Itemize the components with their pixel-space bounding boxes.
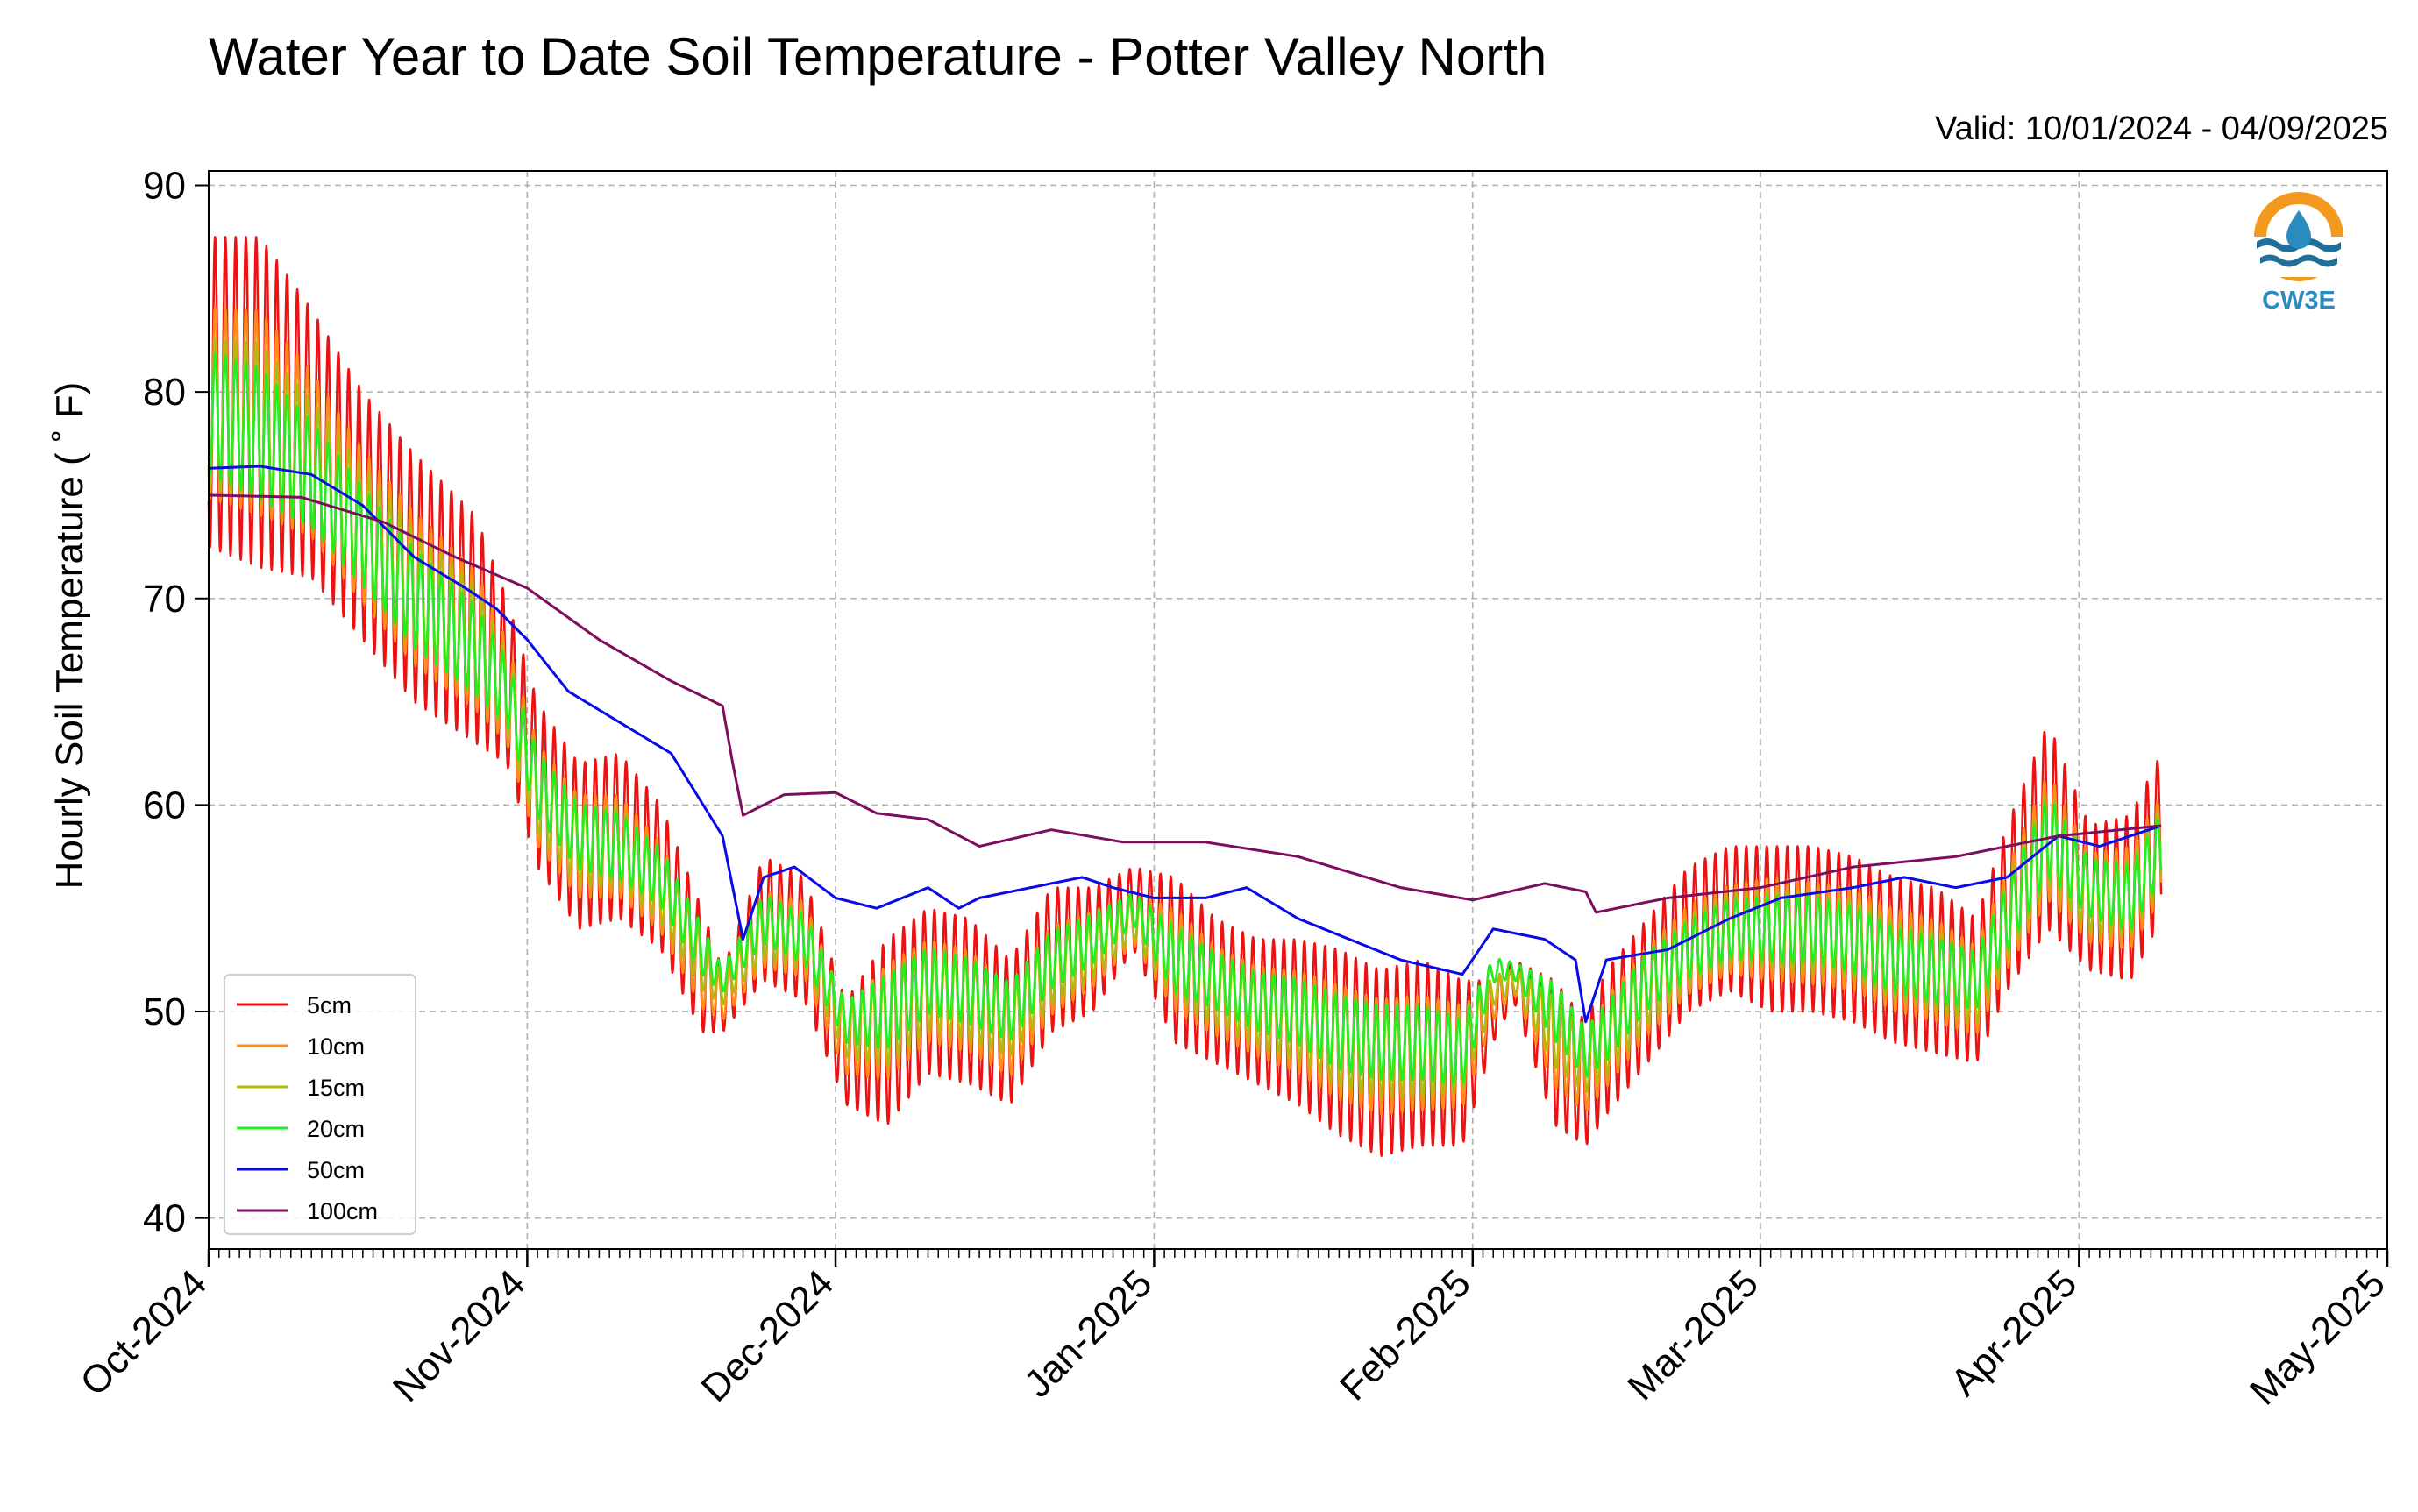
x-axis-ticks: Oct-2024 Nov-2024 Dec-2024 Jan-2025 Feb-2025… xyxy=(72,1249,2393,1413)
legend-label: 100cm xyxy=(307,1198,378,1225)
legend-label: 5cm xyxy=(307,992,352,1019)
y-tick-label: 70 xyxy=(143,578,186,621)
y-tick-label: 60 xyxy=(143,784,186,827)
legend-label: 20cm xyxy=(307,1116,365,1142)
series-line-5cm xyxy=(207,236,2163,1157)
x-tick-label: Apr-2025 xyxy=(1943,1261,2086,1404)
cw3e-logo: CW3E xyxy=(2253,192,2344,315)
series-line-100cm xyxy=(208,493,2162,914)
logo-text: CW3E xyxy=(2262,287,2336,315)
x-tick-label: Feb-2025 xyxy=(1332,1261,1479,1409)
legend-label: 15cm xyxy=(307,1075,365,1101)
valid-date-range: Valid: 10/01/2024 - 04/09/2025 xyxy=(1935,110,2388,147)
series-line-20cm xyxy=(207,351,2163,1086)
chart-title: Water Year to Date Soil Temperature - Po… xyxy=(209,27,1547,86)
logo-wave-2 xyxy=(2260,254,2337,267)
y-tick-label: 90 xyxy=(143,164,186,207)
y-tick-label: 80 xyxy=(143,371,186,414)
x-tick-label: Jan-2025 xyxy=(1016,1261,1160,1405)
y-tick-label: 50 xyxy=(143,990,186,1033)
legend-label: 50cm xyxy=(307,1157,365,1183)
series-line-50cm xyxy=(209,465,2162,1024)
x-tick-label: Nov-2024 xyxy=(385,1261,534,1410)
legend: 5cm 10cm 15cm 20cm 50cm 100cm xyxy=(224,974,416,1235)
x-tick-label: May-2025 xyxy=(2242,1261,2393,1413)
water-drop-icon xyxy=(2286,210,2311,249)
series-lines xyxy=(207,236,2163,1157)
x-tick-label: Dec-2024 xyxy=(693,1261,843,1410)
x-tick-label: Mar-2025 xyxy=(1619,1261,1767,1409)
x-tick-label: Oct-2024 xyxy=(72,1261,215,1404)
legend-label: 10cm xyxy=(307,1033,365,1060)
y-axis-ticks: 40 50 60 70 80 90 xyxy=(143,164,209,1240)
y-tick-label: 40 xyxy=(143,1197,186,1240)
